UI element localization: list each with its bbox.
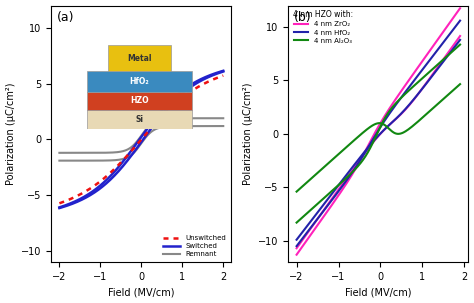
- Text: (b): (b): [293, 11, 311, 24]
- Legend: 4 nm ZrO₂, 4 nm HfO₂, 4 nm Al₂O₃: 4 nm ZrO₂, 4 nm HfO₂, 4 nm Al₂O₃: [292, 9, 355, 45]
- Y-axis label: Polarization (μC/cm²): Polarization (μC/cm²): [243, 83, 253, 185]
- Legend: Unswitched, Switched, Remnant: Unswitched, Switched, Remnant: [162, 234, 228, 259]
- Text: (a): (a): [56, 11, 74, 24]
- Y-axis label: Polarization (μC/cm²): Polarization (μC/cm²): [6, 83, 16, 185]
- X-axis label: Field (MV/cm): Field (MV/cm): [345, 288, 411, 298]
- X-axis label: Field (MV/cm): Field (MV/cm): [108, 288, 174, 298]
